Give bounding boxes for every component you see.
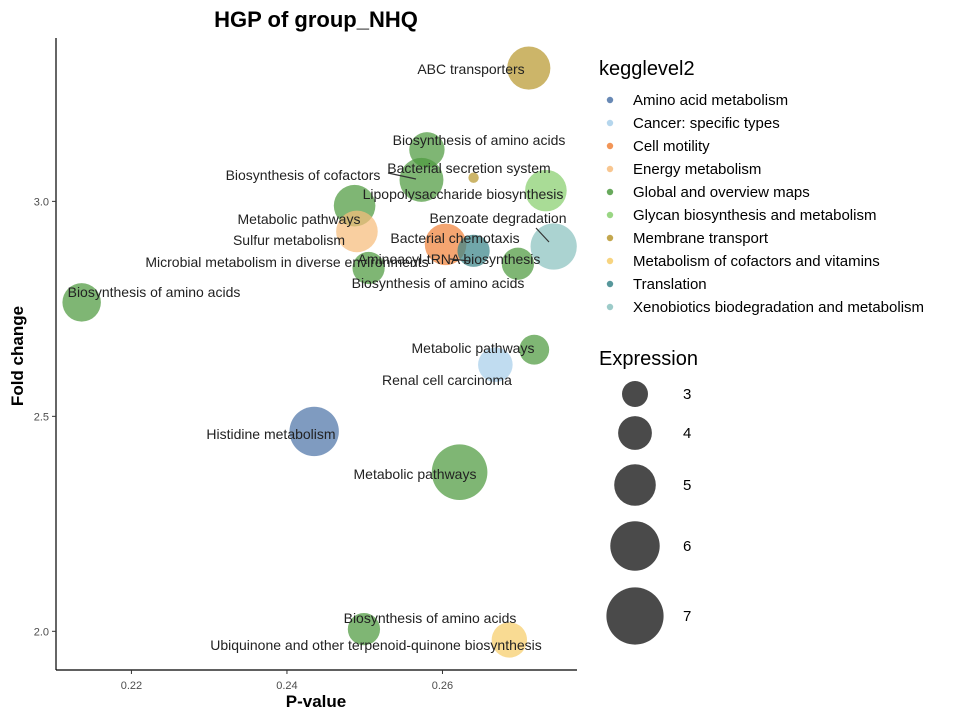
x-tick-label: 0.26 bbox=[432, 680, 453, 692]
point-label: Sulfur metabolism bbox=[233, 232, 345, 248]
label-leader-line bbox=[449, 258, 471, 262]
legend-swatch bbox=[606, 119, 614, 127]
size-legend-circle bbox=[618, 416, 652, 450]
point-label: Biosynthesis of cofactors bbox=[226, 167, 381, 183]
bubble-point bbox=[289, 406, 339, 457]
point-label: Bacterial secretion system bbox=[387, 160, 550, 176]
bubble-point bbox=[478, 347, 513, 383]
legend-entry-label: Energy metabolism bbox=[633, 161, 761, 178]
legend-entry-label: Cell motility bbox=[633, 138, 710, 155]
axis-ticks: 0.22 0.24 0.26 2.0 2.5 3.0 bbox=[34, 196, 453, 692]
bubble-point bbox=[352, 251, 385, 285]
point-label: Biosynthesis of amino acids bbox=[393, 132, 566, 148]
bubble-point bbox=[525, 169, 567, 212]
bubble-point bbox=[336, 210, 378, 253]
point-label: ABC transporters bbox=[417, 61, 524, 77]
size-legend-label: 7 bbox=[683, 608, 691, 625]
size-legend-title: Expression bbox=[599, 348, 698, 370]
point-label: Metabolic pathways bbox=[354, 466, 477, 482]
bubble-point bbox=[424, 223, 467, 266]
x-axis-title: P-value bbox=[286, 692, 346, 711]
legend-swatch bbox=[606, 96, 614, 104]
bubble-point bbox=[468, 172, 479, 183]
legend-swatch bbox=[606, 280, 614, 288]
legend-entry-label: Xenobiotics biodegradation and metabolis… bbox=[633, 299, 924, 316]
point-label: Biosynthesis of amino acids bbox=[68, 284, 241, 300]
point-label: Aminoacyl-tRNA biosynthesis bbox=[358, 251, 541, 267]
label-leader-line bbox=[387, 172, 417, 180]
legend-entry-label: Membrane transport bbox=[633, 230, 769, 247]
y-axis-title: Fold change bbox=[8, 306, 27, 406]
legend-entry-label: Translation bbox=[633, 276, 707, 293]
size-legend-label: 6 bbox=[683, 538, 691, 555]
point-label: Biosynthesis of amino acids bbox=[352, 275, 525, 291]
bubble-point bbox=[507, 46, 551, 90]
color-legend-title: kegglevel2 bbox=[599, 58, 695, 80]
point-label: Metabolic pathways bbox=[412, 340, 535, 356]
size-legend-circle bbox=[606, 587, 664, 645]
legend-swatch bbox=[606, 165, 614, 173]
bubble-point bbox=[409, 132, 445, 168]
y-tick-label: 2.0 bbox=[34, 626, 49, 638]
bubble-point bbox=[431, 444, 488, 501]
point-label: Metabolic pathways bbox=[238, 211, 361, 227]
bubble-point bbox=[501, 247, 535, 280]
y-tick-label: 2.5 bbox=[34, 411, 49, 423]
size-legend-circle bbox=[614, 464, 656, 506]
legend-entry-label: Glycan biosynthesis and metabolism bbox=[633, 207, 876, 224]
size-legend-circle bbox=[610, 521, 660, 571]
point-label: Bacterial chemotaxis bbox=[390, 230, 519, 246]
bubble-point bbox=[519, 334, 550, 365]
bubble-point bbox=[347, 613, 381, 646]
size-legend-label: 5 bbox=[683, 477, 691, 494]
bubble-point bbox=[491, 622, 528, 658]
size-legend-circle bbox=[622, 381, 648, 407]
point-label: Renal cell carcinoma bbox=[382, 372, 512, 388]
legend-entry-label: Metabolism of cofactors and vitamins bbox=[633, 253, 880, 270]
color-legend: Amino acid metabolism Cancer: specific ty… bbox=[606, 92, 924, 316]
bubble-point bbox=[457, 234, 490, 267]
point-label: Biosynthesis of amino acids bbox=[344, 610, 517, 626]
legend-swatch bbox=[606, 142, 614, 150]
size-legend-label: 4 bbox=[683, 425, 691, 442]
legend-entry-label: Cancer: specific types bbox=[633, 115, 780, 132]
x-tick-label: 0.22 bbox=[121, 680, 142, 692]
point-label: Lipopolysaccharide biosynthesis bbox=[363, 186, 564, 202]
point-label: Ubiquinone and other terpenoid-quinone b… bbox=[210, 637, 542, 653]
label-leader-line bbox=[535, 227, 550, 243]
bubble-point bbox=[62, 283, 101, 322]
legend-entry-label: Amino acid metabolism bbox=[633, 92, 788, 109]
legend-swatch bbox=[606, 188, 614, 196]
chart-title: HGP of group_NHQ bbox=[214, 7, 418, 32]
plot-area: ABC transporters Biosynthesis of amino ac… bbox=[62, 46, 577, 658]
point-label: Benzoate degradation bbox=[430, 210, 567, 226]
size-legend-label: 3 bbox=[683, 386, 691, 403]
size-legend: 3 4 5 6 7 bbox=[606, 381, 691, 645]
legend-swatch bbox=[606, 211, 614, 219]
x-tick-label: 0.24 bbox=[276, 680, 297, 692]
legend-entry-label: Global and overview maps bbox=[633, 184, 810, 201]
y-tick-label: 3.0 bbox=[34, 196, 49, 208]
point-label: Histidine metabolism bbox=[206, 426, 335, 442]
bubble-point bbox=[399, 157, 444, 202]
legend-swatch bbox=[606, 234, 614, 242]
legend-swatch bbox=[606, 257, 614, 265]
legend-swatch bbox=[606, 303, 614, 311]
point-label: Microbial metabolism in diverse environm… bbox=[145, 254, 428, 270]
